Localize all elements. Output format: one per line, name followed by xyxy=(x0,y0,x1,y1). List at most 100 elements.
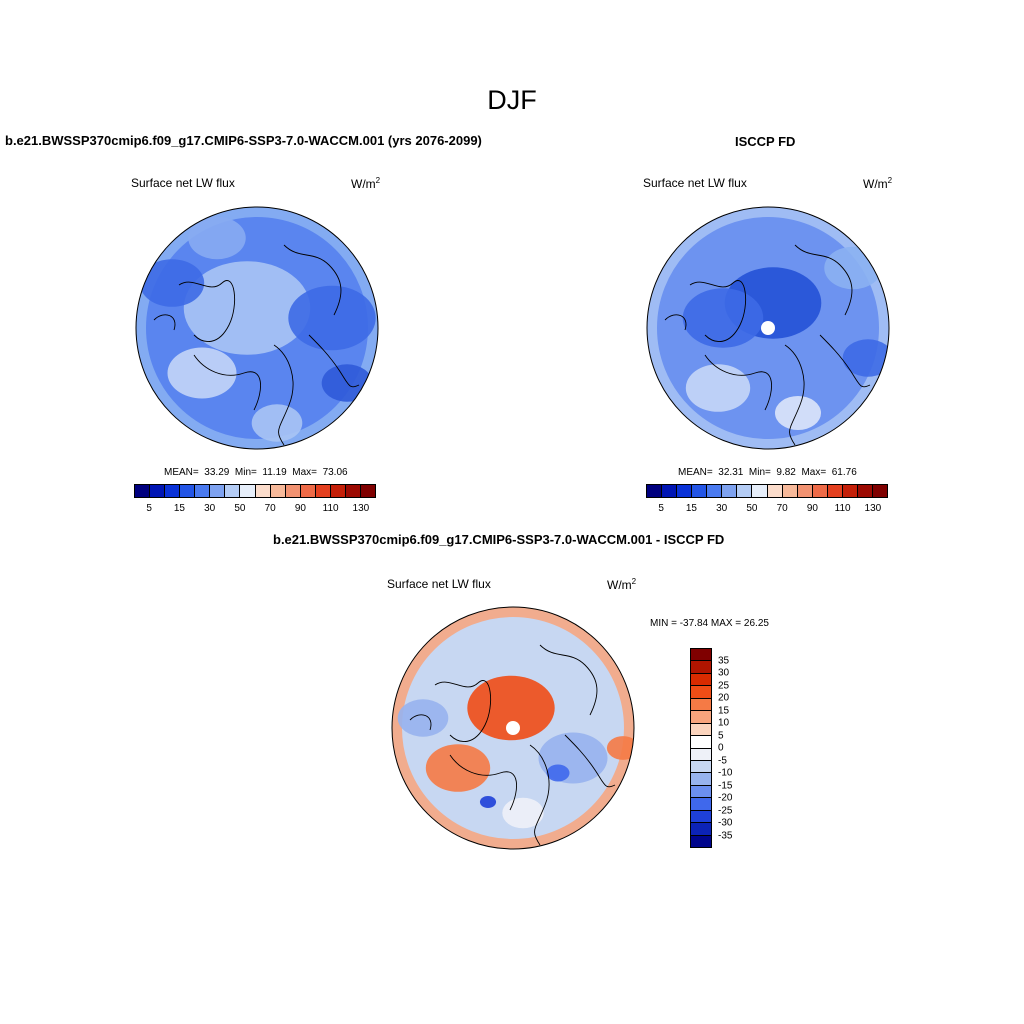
colorbar-tick-label: 110 xyxy=(322,503,339,514)
missing-data-pole xyxy=(506,721,520,735)
colorbar-swatch xyxy=(195,485,211,497)
colorbar-swatch xyxy=(300,485,316,497)
colorbar-tick-label: 30 xyxy=(204,503,216,514)
map-border xyxy=(646,206,890,450)
contour-region xyxy=(392,607,634,849)
colorbar-label: -15 xyxy=(718,780,733,791)
colorbar-swatch xyxy=(691,736,711,749)
contour-region xyxy=(682,288,764,348)
coastline xyxy=(784,344,805,446)
diff-colorbar-labels: 35 30 25 20 15 10 5 0 -5 -10 -15 -20 -25 -30 -35 xyxy=(718,648,748,848)
colorbar-label: -30 xyxy=(718,817,733,829)
obs-units-label: W/m2 xyxy=(863,176,893,191)
colorbar-swatch xyxy=(662,485,678,497)
coastline xyxy=(529,744,550,846)
coastline xyxy=(704,354,772,411)
map-border xyxy=(391,606,635,850)
colorbar-swatch xyxy=(692,485,708,497)
colorbar-tick-label: 70 xyxy=(776,503,788,514)
colorbar-swatch xyxy=(225,485,241,497)
colorbar-swatch xyxy=(857,485,873,497)
contour-region xyxy=(288,285,376,351)
colorbar-swatch xyxy=(752,485,768,497)
contour-region xyxy=(397,699,449,737)
diff-polar-map xyxy=(391,606,635,850)
obs-colorbar xyxy=(646,484,888,498)
colorbar-label: 35 xyxy=(718,655,730,666)
contour-region xyxy=(775,396,821,430)
contour-region xyxy=(167,347,237,399)
colorbar-tick-label: 5 xyxy=(658,503,664,514)
colorbar-tick-label: 50 xyxy=(234,503,246,514)
colorbar-swatch xyxy=(691,835,711,847)
colorbar-swatch xyxy=(150,485,166,497)
model-colorbar xyxy=(134,484,376,498)
diff-minmax: MIN = -37.84 MAX = 26.25 xyxy=(650,618,769,629)
obs-stats: MEAN= 32.31 Min= 9.82 Max= 61.76 xyxy=(678,467,857,478)
colorbar-swatch xyxy=(691,673,711,687)
colorbar-tick-label: 110 xyxy=(834,503,851,514)
colorbar-swatch xyxy=(691,773,711,786)
colorbar-tick-label: 15 xyxy=(685,503,697,514)
contour-region xyxy=(467,675,555,741)
coastline xyxy=(308,334,360,388)
colorbar-swatch xyxy=(270,485,286,497)
contour-region xyxy=(647,207,889,449)
colorbar-label: -20 xyxy=(718,792,733,804)
contour-region xyxy=(685,364,751,412)
colorbar-swatch xyxy=(165,485,181,497)
colorbar-swatch xyxy=(691,785,711,799)
colorbar-swatch xyxy=(691,649,711,662)
contour-region xyxy=(251,404,303,442)
model-units-label: W/m2 xyxy=(351,176,381,191)
coastline xyxy=(153,314,176,331)
colorbar-swatch xyxy=(872,485,887,497)
missing-data-pole xyxy=(761,321,775,335)
colorbar-label: -35 xyxy=(718,830,733,841)
colorbar-swatch xyxy=(691,760,711,774)
colorbar-swatch xyxy=(797,485,813,497)
colorbar-swatch xyxy=(812,485,828,497)
colorbar-swatch xyxy=(691,686,711,699)
colorbar-tick-label: 130 xyxy=(352,503,370,514)
colorbar-swatch xyxy=(691,748,711,761)
coastline xyxy=(689,280,746,342)
colorbar-tick-label: 5 xyxy=(146,503,152,514)
diff-units-label: W/m2 xyxy=(607,577,637,592)
coastline xyxy=(539,644,598,716)
colorbar-label: 15 xyxy=(718,705,730,716)
colorbar-label: 30 xyxy=(718,667,730,679)
contour-region xyxy=(546,764,570,782)
colorbar-swatch xyxy=(180,485,196,497)
coastline xyxy=(664,314,687,331)
contour-region xyxy=(183,261,311,355)
colorbar-swatch xyxy=(691,723,711,737)
page-title: DJF xyxy=(487,85,537,115)
colorbar-label: 10 xyxy=(718,717,730,729)
colorbar-tick-label: 70 xyxy=(264,503,276,514)
colorbar-swatch xyxy=(691,810,711,824)
colorbar-label: 5 xyxy=(718,730,724,741)
colorbar-tick-label: 90 xyxy=(806,503,818,514)
colorbar-swatch xyxy=(691,711,711,724)
coastline xyxy=(283,244,342,316)
coastline xyxy=(178,280,235,342)
colorbar-swatch xyxy=(827,485,843,497)
coastline xyxy=(794,244,853,316)
model-polar-map xyxy=(135,206,379,450)
colorbar-swatch xyxy=(722,485,738,497)
colorbar-swatch xyxy=(767,485,783,497)
diff-colorbar xyxy=(690,648,712,848)
colorbar-swatch xyxy=(240,485,256,497)
obs-panel-title: ISCCP FD xyxy=(735,134,796,149)
colorbar-label: 0 xyxy=(718,742,724,754)
colorbar-tick-label: 130 xyxy=(864,503,882,514)
diff-variable-label: Surface net LW flux xyxy=(387,577,491,591)
coastline xyxy=(564,734,616,788)
colorbar-swatch xyxy=(707,485,723,497)
colorbar-swatch xyxy=(691,823,711,836)
obs-variable-label: Surface net LW flux xyxy=(643,176,747,190)
contour-region xyxy=(188,216,246,260)
model-colorbar-ticks: 5 15 30 50 70 90 110 130 xyxy=(134,503,376,515)
model-stats: MEAN= 33.29 Min= 11.19 Max= 73.06 xyxy=(164,467,348,478)
